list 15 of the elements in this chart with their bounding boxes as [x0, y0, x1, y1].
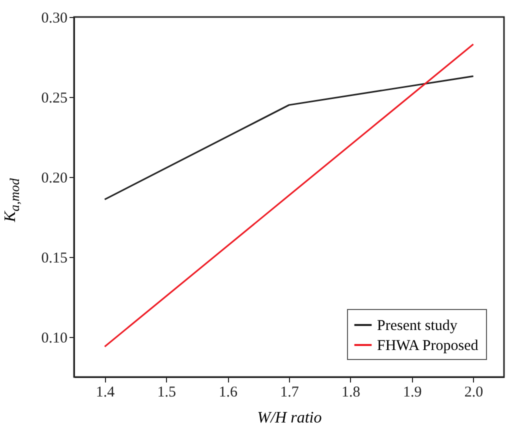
y-tick-label: 0.30	[41, 10, 68, 26]
legend-label: Present study	[377, 318, 458, 334]
y-tick-label: 0.20	[41, 170, 68, 186]
x-tick-label: 1.9	[402, 384, 422, 400]
x-tick-label: 2.0	[464, 384, 484, 400]
y-tick-label: 0.10	[41, 330, 68, 346]
x-tick-label: 1.6	[218, 384, 238, 400]
legend-label: FHWA Proposed	[377, 338, 479, 354]
x-tick-label: 1.4	[96, 384, 116, 400]
x-tick-label: 1.8	[342, 384, 360, 400]
x-tick-label: 1.5	[157, 384, 176, 400]
y-tick-label: 0.25	[41, 90, 68, 106]
x-tick-label: 1.7	[280, 384, 300, 400]
x-axis-title: W/H ratio	[257, 410, 322, 426]
y-tick-label: 0.15	[41, 250, 68, 266]
